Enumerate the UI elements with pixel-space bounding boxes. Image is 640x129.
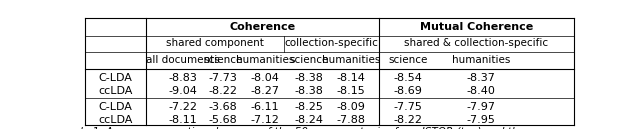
Text: -8.24: -8.24 [294, 115, 323, 125]
Text: -8.27: -8.27 [250, 86, 280, 96]
Text: -3.68: -3.68 [209, 102, 237, 112]
Text: C-LDA: C-LDA [99, 102, 132, 112]
Text: science: science [203, 55, 243, 65]
Text: le 1: Average semantic coherence of the 50 common topics from JSTOR (top) and th: le 1: Average semantic coherence of the … [80, 127, 580, 129]
Text: shared component: shared component [166, 38, 264, 49]
Text: -8.04: -8.04 [251, 72, 280, 83]
Text: science: science [289, 55, 328, 65]
Text: ccLDA: ccLDA [99, 115, 133, 125]
Text: Coherence: Coherence [230, 22, 296, 32]
Text: -7.12: -7.12 [251, 115, 280, 125]
Text: -8.09: -8.09 [337, 102, 365, 112]
Text: -7.97: -7.97 [467, 102, 495, 112]
Text: -7.73: -7.73 [209, 72, 237, 83]
Text: -9.04: -9.04 [168, 86, 197, 96]
Text: -8.38: -8.38 [294, 86, 323, 96]
Text: -7.75: -7.75 [394, 102, 423, 112]
Text: -7.95: -7.95 [467, 115, 495, 125]
Text: humanities: humanities [236, 55, 294, 65]
Text: -8.22: -8.22 [209, 86, 237, 96]
Text: -7.88: -7.88 [336, 115, 365, 125]
Text: -8.40: -8.40 [467, 86, 495, 96]
Text: -8.22: -8.22 [394, 115, 423, 125]
Text: -8.25: -8.25 [294, 102, 323, 112]
Text: -8.15: -8.15 [337, 86, 365, 96]
Text: -8.54: -8.54 [394, 72, 423, 83]
Text: shared & collection-specific: shared & collection-specific [404, 38, 548, 49]
Text: -8.14: -8.14 [337, 72, 365, 83]
Text: -6.11: -6.11 [251, 102, 279, 112]
Text: humanities: humanities [452, 55, 510, 65]
Text: -5.68: -5.68 [209, 115, 237, 125]
Text: all documents: all documents [146, 55, 220, 65]
Text: science: science [388, 55, 428, 65]
Text: humanities: humanities [322, 55, 380, 65]
Text: Mutual Coherence: Mutual Coherence [420, 22, 533, 32]
Text: C-LDA: C-LDA [99, 72, 132, 83]
Text: -8.37: -8.37 [467, 72, 495, 83]
Text: -8.69: -8.69 [394, 86, 423, 96]
Text: collection-specific: collection-specific [285, 38, 379, 49]
Text: -7.22: -7.22 [168, 102, 197, 112]
Text: -8.38: -8.38 [294, 72, 323, 83]
Text: ccLDA: ccLDA [99, 86, 133, 96]
Text: -8.11: -8.11 [168, 115, 197, 125]
Text: -8.83: -8.83 [168, 72, 197, 83]
